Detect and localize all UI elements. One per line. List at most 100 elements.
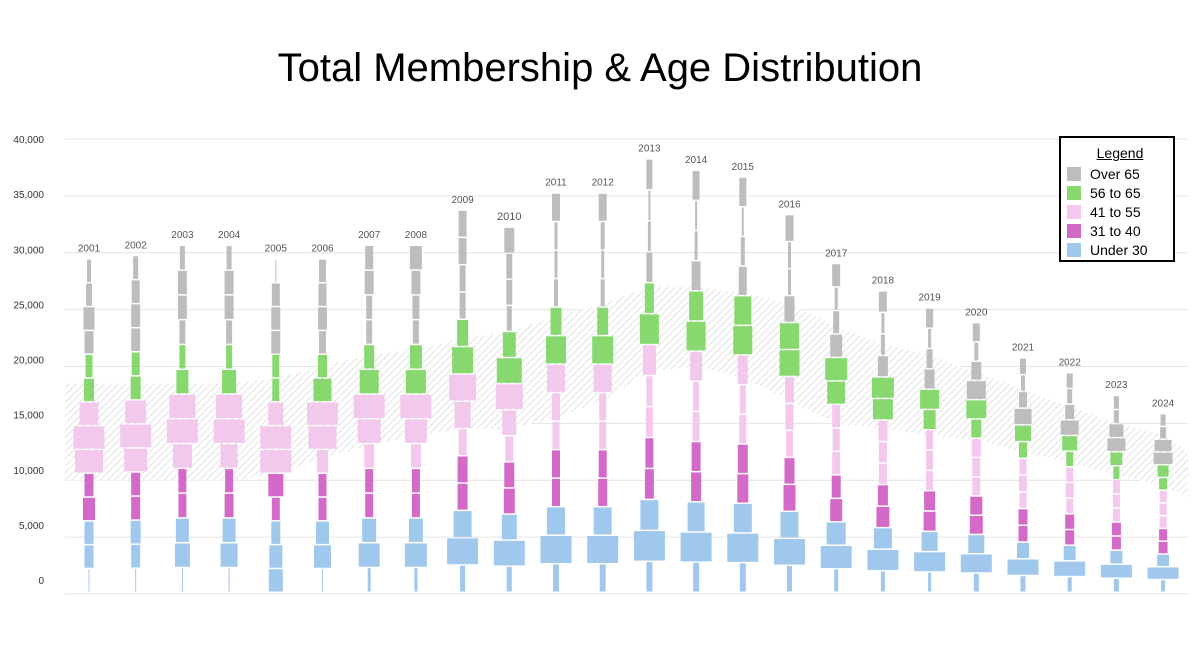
age-bin-segment	[645, 438, 654, 468]
legend-item: 41 to 55	[1061, 202, 1173, 221]
age-bin-segment	[268, 402, 284, 425]
legend-label: 31 to 40	[1090, 222, 1141, 239]
age-bin-segment	[414, 568, 418, 592]
age-bin-segment	[831, 475, 841, 498]
age-bin-segment	[316, 521, 329, 544]
age-bin-segment	[1066, 467, 1074, 482]
legend-label: Under 30	[1090, 241, 1148, 258]
year-bar-2013	[633, 159, 665, 592]
age-bin-segment	[779, 350, 800, 376]
age-bin-segment	[405, 369, 426, 394]
age-bin-segment	[680, 532, 712, 562]
age-bin-segment	[504, 227, 515, 253]
age-bin-segment	[411, 469, 420, 493]
age-bin-segment	[926, 450, 934, 470]
age-bin-segment	[830, 334, 843, 357]
year-label: 2010	[497, 211, 521, 223]
age-bin-segment	[737, 444, 748, 473]
age-bin-segment	[458, 210, 467, 237]
age-bin-segment	[1161, 580, 1166, 592]
year-label: 2023	[1105, 380, 1128, 391]
age-bin-segment	[693, 381, 700, 411]
age-bin-segment	[1066, 498, 1074, 514]
age-bin-segment	[177, 295, 187, 319]
age-bin-segment	[599, 421, 607, 449]
age-bin-segment	[1063, 545, 1076, 561]
age-bin-segment	[738, 266, 747, 295]
age-bin-segment	[1014, 408, 1032, 425]
age-bin-segment	[971, 361, 982, 380]
hatched-band-area	[65, 286, 1188, 498]
age-bin-segment	[926, 430, 934, 450]
age-bin-segment	[1054, 561, 1086, 576]
age-bin-segment	[1065, 530, 1075, 545]
age-bin-segment	[601, 250, 605, 278]
age-bin-segment	[364, 444, 375, 468]
age-bin-segment	[593, 507, 612, 535]
age-bin-segment	[307, 402, 338, 425]
age-bin-segment	[600, 279, 605, 307]
age-bin-segment	[131, 280, 140, 303]
age-bin-segment	[1019, 392, 1027, 408]
age-bin-segment	[506, 566, 512, 592]
y-tick-label: 0	[38, 576, 44, 587]
age-bin-segment	[1019, 442, 1027, 458]
age-bin-segment	[970, 496, 983, 515]
age-bin-segment	[834, 287, 838, 310]
year-labels: 2001 2002 2003 2004 2005 2006 2007 2008 2009 2010…	[78, 144, 1175, 410]
age-bin-segment	[787, 566, 792, 592]
age-bin-segment	[314, 545, 331, 568]
age-bin-segment	[878, 291, 887, 312]
age-bin-segment	[226, 246, 232, 270]
age-bin-segment	[552, 393, 560, 421]
age-bin-segment	[687, 502, 705, 532]
age-bin-segment	[1111, 522, 1121, 536]
age-bin-segment	[357, 419, 381, 443]
age-bin-segment	[871, 377, 894, 398]
age-bin-segment	[364, 345, 375, 369]
age-bin-segment	[553, 564, 559, 592]
year-label: 2005	[265, 244, 288, 255]
age-bin-segment	[830, 499, 843, 522]
age-bin-segment	[1154, 439, 1172, 452]
age-bin-segment	[272, 378, 280, 402]
age-bin-segment	[260, 450, 292, 473]
age-bin-segment	[1017, 542, 1029, 559]
age-bin-segment	[960, 554, 992, 573]
age-bin-segment	[785, 404, 794, 430]
age-bin-segment	[1160, 414, 1166, 426]
age-bin-segment	[690, 351, 703, 381]
age-bin-segment	[179, 345, 186, 369]
age-bin-segment	[646, 376, 653, 406]
age-bin-segment	[1109, 424, 1124, 437]
age-bin-segment	[540, 535, 572, 563]
age-bin-segment	[1019, 492, 1027, 508]
age-bin-segment	[971, 438, 981, 457]
age-bin-segment	[1065, 483, 1074, 498]
year-bar-2023	[1100, 396, 1132, 592]
age-bin-segment	[260, 426, 292, 449]
age-bin-segment	[1113, 410, 1119, 423]
year-label: 2024	[1152, 398, 1175, 409]
age-bin-segment	[924, 369, 935, 389]
year-label: 2012	[592, 178, 615, 189]
age-bin-segment	[1147, 567, 1179, 579]
age-bin-segment	[459, 265, 466, 292]
age-bin-segment	[1060, 420, 1079, 435]
age-bin-segment	[733, 326, 753, 355]
age-bin-segment	[317, 450, 328, 473]
age-bin-segment	[691, 442, 701, 471]
age-bin-segment	[318, 497, 327, 521]
age-bin-segment	[546, 336, 566, 364]
age-bin-segment	[1112, 508, 1120, 522]
age-bin-segment	[1067, 577, 1072, 592]
age-bin-segment	[832, 264, 841, 287]
age-bin-segment	[410, 444, 421, 468]
year-label: 2009	[451, 195, 474, 206]
age-bin-segment	[318, 473, 327, 497]
age-bin-segment	[453, 511, 472, 537]
age-bin-segment	[741, 207, 744, 236]
age-bin-segment	[554, 222, 558, 250]
year-bar-2014	[680, 170, 712, 592]
age-bin-segment	[222, 518, 236, 542]
